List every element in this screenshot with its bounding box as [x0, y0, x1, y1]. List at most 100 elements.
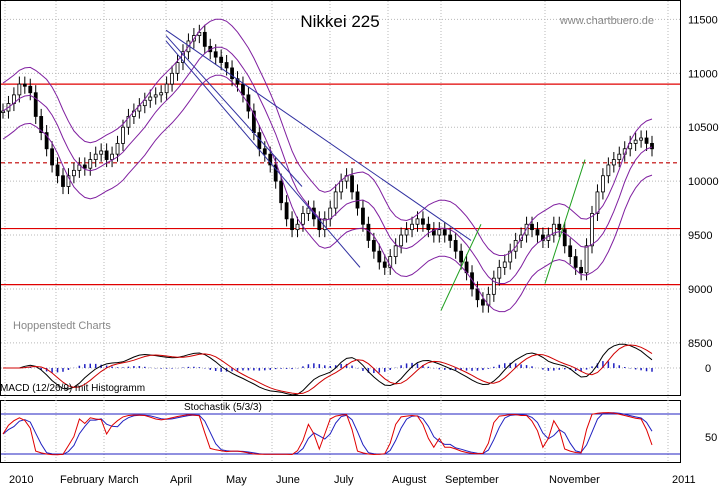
candle-body: [633, 139, 638, 144]
x-tick-label: July: [334, 474, 354, 486]
candle-body: [328, 207, 333, 220]
candle-body: [404, 229, 409, 236]
support-line: [544, 159, 586, 284]
candle-body: [235, 78, 240, 85]
candle-body: [437, 229, 442, 236]
candle-body: [382, 261, 387, 268]
candle-body: [491, 277, 496, 295]
candle-body: [202, 31, 207, 47]
candle-body: [295, 223, 300, 231]
candle-body: [159, 92, 164, 96]
candle-body: [88, 159, 93, 169]
candle-body: [551, 223, 556, 236]
y-tick-label: 9000: [688, 284, 712, 296]
macd-y-tick-label: 0: [705, 363, 711, 375]
candle-body: [1, 110, 5, 113]
candle-body: [644, 137, 649, 144]
candle-body: [28, 85, 33, 94]
candle-body: [301, 213, 305, 225]
candle-body: [442, 229, 447, 236]
candle-body: [562, 229, 567, 247]
candle-body: [279, 180, 284, 204]
x-tick-label: May: [226, 474, 247, 486]
candle-body: [39, 116, 44, 134]
candle-body: [61, 175, 65, 187]
candle-body: [557, 223, 562, 231]
candle-body: [497, 266, 502, 279]
support-line: [440, 224, 482, 311]
candle-body: [55, 164, 60, 177]
x-tick-label: September: [445, 474, 499, 486]
trend-line: [165, 40, 361, 268]
candle-body: [415, 218, 420, 225]
price-panel-frame: [0, 0, 681, 396]
macd-label: MACD (12/26/9) mit Histogramm: [0, 383, 145, 394]
macd-line: [3, 343, 653, 396]
candle-body: [17, 83, 22, 96]
candle-body: [71, 169, 76, 177]
candle-body: [262, 148, 267, 155]
candle-body: [601, 175, 605, 193]
candle-body: [421, 218, 425, 225]
candle-body: [170, 72, 174, 85]
candle-body: [126, 116, 131, 128]
candle-body: [317, 218, 322, 231]
candle-body: [33, 92, 38, 117]
y-tick-label: 11000: [688, 68, 718, 80]
candle-body: [481, 299, 485, 306]
candle-body: [535, 229, 540, 236]
source-label: Hoppenstedt Charts: [13, 320, 111, 332]
candle-body: [350, 175, 354, 193]
candle-body: [142, 99, 147, 107]
candle-body: [268, 153, 273, 166]
candle-body: [290, 218, 294, 231]
stochastic-label: Stochastik (5/3/3): [184, 402, 262, 413]
candle-body: [110, 153, 114, 160]
x-tick-label: June: [276, 474, 300, 486]
candle-body: [410, 223, 414, 231]
trend-line: [165, 29, 472, 241]
bollinger-upper-band: [2, 18, 653, 256]
candle-body: [153, 94, 158, 98]
y-tick-label: 10000: [688, 176, 719, 188]
candle-body: [213, 51, 218, 58]
candle-body: [530, 223, 534, 231]
candle-body: [508, 250, 513, 263]
candle-body: [371, 240, 376, 252]
candle-body: [628, 142, 633, 150]
candle-body: [579, 266, 584, 274]
candle-body: [584, 245, 589, 274]
candle-body: [181, 51, 185, 63]
candle-body: [355, 191, 360, 209]
y-tick-label: 11500: [688, 14, 718, 26]
candle-body: [273, 164, 278, 182]
x-tick-label: February: [60, 474, 105, 486]
candle-body: [513, 240, 518, 252]
candle-body: [639, 137, 643, 141]
stochastic-y-tick-label: 50: [705, 432, 717, 444]
candle-body: [590, 213, 594, 247]
candle-body: [22, 83, 27, 87]
x-tick-label: April: [170, 474, 192, 486]
trend-line: [165, 35, 303, 187]
candle-body: [611, 159, 616, 166]
candle-body: [175, 62, 180, 74]
candle-body: [115, 142, 120, 155]
candle-body: [246, 94, 251, 112]
x-tick-label: 2011: [672, 474, 696, 486]
candle-body: [230, 67, 234, 80]
candle-body: [573, 256, 578, 268]
candle-body: [399, 234, 404, 247]
candle-body: [568, 245, 573, 257]
candle-body: [148, 96, 153, 101]
candle-body: [393, 245, 398, 257]
candle-body: [448, 234, 453, 241]
candle-body: [121, 126, 125, 144]
candle-body: [541, 234, 545, 241]
x-tick-label: November: [549, 474, 600, 486]
candle-body: [650, 142, 654, 150]
candle-body: [224, 62, 229, 69]
bollinger-lower-band: [2, 74, 653, 313]
